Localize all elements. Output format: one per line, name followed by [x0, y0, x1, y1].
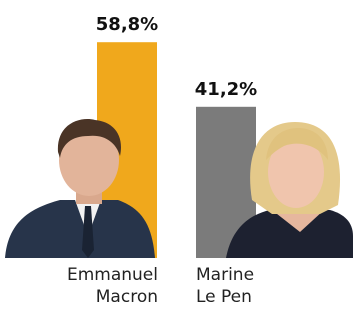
photos [5, 119, 353, 258]
category-label: Marine Le Pen [196, 264, 276, 308]
value-label: 41,2% [195, 79, 257, 100]
page: 58,8%41,2% (() => { const data = JSON.pa… [0, 0, 353, 310]
category-label: Emmanuel Macron [48, 264, 158, 308]
value-label: 58,8% [96, 14, 158, 35]
